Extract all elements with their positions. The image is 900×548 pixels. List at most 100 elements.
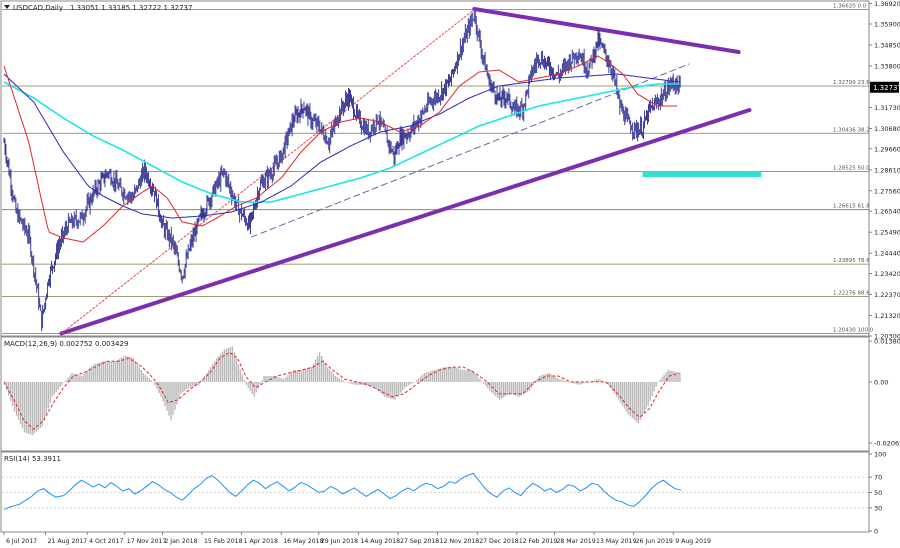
price-tick-label: 1.23420 <box>874 270 900 278</box>
macd-bar <box>485 381 487 387</box>
macd-bar <box>47 381 49 409</box>
main-panel[interactable]: 1.36620 0.0 1.32799 23.6 1.30436 38.2 1.285… <box>0 0 900 341</box>
price-tick-label: 1.27560 <box>874 187 900 195</box>
macd-bar <box>233 352 236 382</box>
macd-bar <box>49 381 51 403</box>
macd-bar <box>449 367 451 382</box>
macd-bar <box>433 370 436 382</box>
macd-bar <box>576 381 578 385</box>
macd-bar <box>550 374 552 382</box>
rsi-tick-label: 70 <box>874 474 882 482</box>
macd-panel[interactable]: 0.013806 0.00 -0.02065 MACD(12,26,9) 0.002… <box>0 336 900 452</box>
macd-bar <box>580 381 582 385</box>
macd-bar <box>415 380 418 382</box>
macd-bar <box>643 381 645 413</box>
macd-bar <box>502 381 505 398</box>
macd-bar <box>168 381 170 416</box>
macd-bar <box>27 381 30 434</box>
price-tick-label: 1.21320 <box>874 312 900 320</box>
macd-bar <box>588 381 590 383</box>
price-tick-label: 1.36920 <box>874 0 900 8</box>
macd-bar <box>136 364 139 382</box>
price-tick-label: 1.22370 <box>874 291 900 299</box>
macd-bar <box>380 381 382 394</box>
macd-bar <box>445 367 447 382</box>
macd-bar <box>423 373 426 382</box>
macd-bar <box>352 381 354 385</box>
macd-bar <box>560 379 562 382</box>
macd-bar <box>237 364 240 382</box>
macd-bar <box>451 367 453 382</box>
price-tick-label: 1.25490 <box>874 229 900 237</box>
macd-bar <box>675 371 677 382</box>
price-tick-label: 1.33800 <box>874 63 900 71</box>
macd-bar <box>603 381 606 383</box>
macd-bar <box>479 378 481 382</box>
macd-bar <box>29 381 32 435</box>
macd-bar <box>514 381 517 396</box>
macd-bar <box>160 381 162 397</box>
macd-bar <box>150 380 152 382</box>
rsi-panel[interactable]: 100 70 50 30 0 RSI(14) 53.3911 <box>0 451 886 536</box>
macd-bar <box>596 379 598 382</box>
macd-bar <box>101 361 103 382</box>
macd-bar <box>398 381 400 395</box>
macd-bar <box>556 377 558 382</box>
macd-bar <box>217 356 220 382</box>
macd-bar <box>297 370 299 382</box>
macd-bar <box>437 368 440 382</box>
symbol-label: USDCAD,Daily <box>13 4 63 12</box>
time-tick-label: 28 Mar 2019 <box>556 538 595 545</box>
fib-level-label: 1.23895 78.6 <box>833 258 870 264</box>
macd-bar <box>411 381 414 384</box>
macd-bar <box>11 381 14 407</box>
macd-bar <box>362 381 364 385</box>
macd-bar <box>384 381 386 397</box>
macd-bar <box>409 381 412 385</box>
macd-bar <box>403 381 406 388</box>
time-axis: 6 Jul 2017 21 Aug 2017 4 Oct 2017 17 Nov 20… <box>3 532 711 545</box>
macd-bar <box>190 381 192 388</box>
macd-bar <box>481 381 483 382</box>
macd-bar <box>25 381 28 433</box>
macd-bar <box>118 358 121 382</box>
macd-bar <box>625 381 628 412</box>
rsi-line <box>3 472 682 510</box>
macd-bar <box>500 381 503 399</box>
macd-bar <box>132 358 135 382</box>
macd-bar <box>255 381 257 393</box>
time-tick-label: 29 Jun 2018 <box>321 538 358 545</box>
macd-bar <box>91 366 93 382</box>
macd-bar <box>227 347 230 382</box>
macd-bar <box>627 381 630 415</box>
macd-bar <box>59 381 61 388</box>
rsi-tick-label: 50 <box>874 489 882 497</box>
macd-bar <box>170 381 172 421</box>
macd-bar <box>635 381 638 422</box>
macd-bar <box>312 363 315 382</box>
macd-bar <box>120 357 123 382</box>
macd-bar <box>386 381 388 398</box>
macd-bar <box>77 374 79 382</box>
moving-average-blue <box>3 73 680 219</box>
collapse-triangle-icon[interactable] <box>4 5 10 9</box>
macd-bar <box>142 373 144 382</box>
macd-bar <box>358 381 360 385</box>
macd-bar <box>382 381 384 395</box>
macd-bar <box>435 369 438 382</box>
macd-bar <box>489 381 491 391</box>
fib-level-label: 1.32799 23.6 <box>833 80 870 86</box>
macd-bar <box>400 381 402 393</box>
macd-bar <box>471 370 473 382</box>
macd-bar <box>192 381 194 387</box>
macd-bar <box>651 381 653 397</box>
macd-bar <box>453 367 455 382</box>
macd-bar <box>499 381 501 400</box>
macd-bar <box>23 381 26 433</box>
price-axis: 1.36920 1.35900 1.34850 1.33800 1.31730 1.306… <box>869 0 900 341</box>
target-zone[interactable] <box>642 171 762 177</box>
macd-bar <box>396 381 398 398</box>
macd-label: MACD(12,26,9) 0.002752 0.003429 <box>4 340 128 348</box>
price-tick-label: 1.31730 <box>874 104 900 112</box>
